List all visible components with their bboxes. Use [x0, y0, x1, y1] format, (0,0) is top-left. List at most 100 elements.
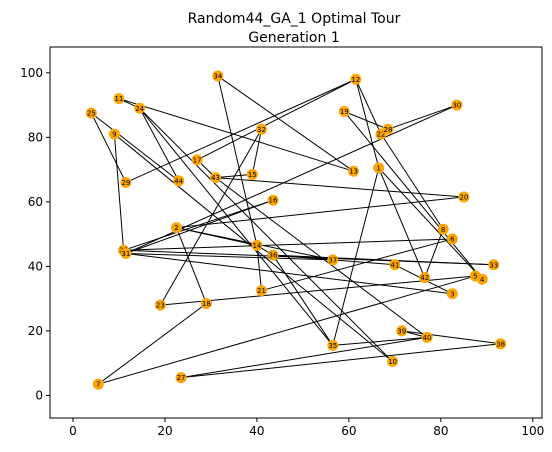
- city-label-4: 4: [480, 276, 485, 284]
- tour-edge-43-15: [215, 173, 253, 179]
- tour-edge-22-8: [380, 133, 444, 230]
- tour-edge-43-40: [215, 177, 428, 338]
- city-label-5: 5: [473, 273, 477, 281]
- city-label-35: 35: [328, 342, 337, 350]
- city-label-22: 22: [377, 131, 386, 139]
- tour-edge-30-28: [387, 104, 458, 130]
- city-label-30: 30: [452, 102, 461, 110]
- city-point-41: [389, 259, 401, 271]
- tour-edge-4-1: [378, 167, 483, 280]
- city-label-39: 39: [397, 327, 406, 335]
- city-point-36: [267, 249, 279, 261]
- tour-edge-35-36: [272, 254, 334, 346]
- city-label-24: 24: [135, 105, 144, 113]
- city-point-11: [113, 93, 125, 105]
- city-point-27: [175, 372, 187, 384]
- x-tick-label-20: 20: [157, 424, 172, 438]
- city-point-42: [419, 272, 431, 284]
- city-point-37: [327, 254, 339, 266]
- tour-edge-38-27: [180, 343, 501, 379]
- city-label-25: 25: [87, 110, 96, 118]
- y-tick-label-40: 40: [28, 259, 43, 273]
- city-point-39: [396, 325, 408, 337]
- city-point-15: [246, 168, 258, 180]
- x-tick-label-60: 60: [341, 424, 356, 438]
- city-label-3: 3: [450, 290, 454, 298]
- city-point-13: [347, 165, 359, 177]
- city-label-31: 31: [121, 250, 130, 258]
- tour-edge-3-31: [125, 252, 453, 295]
- city-label-6: 6: [450, 235, 455, 243]
- tour-edge-18-2: [175, 227, 207, 304]
- city-point-30: [451, 99, 463, 111]
- tour-edge-44-25: [91, 112, 180, 182]
- city-point-17: [191, 154, 203, 166]
- city-point-9: [108, 128, 120, 140]
- tour-edges: [90, 75, 501, 385]
- city-label-1: 1: [377, 164, 381, 172]
- city-label-20: 20: [459, 194, 468, 202]
- city-label-34: 34: [213, 73, 222, 81]
- tour-edge-6-26: [123, 238, 453, 251]
- x-tick-label-0: 0: [69, 424, 77, 438]
- x-tick-label-80: 80: [433, 424, 448, 438]
- city-label-12: 12: [351, 76, 360, 84]
- city-label-43: 43: [211, 174, 220, 182]
- city-label-10: 10: [388, 358, 397, 366]
- tour-edge-12-22: [355, 79, 382, 135]
- chart-title-line2: Generation 1: [248, 30, 339, 46]
- city-point-10: [387, 356, 399, 368]
- city-point-12: [350, 73, 362, 85]
- city-point-23: [154, 299, 166, 311]
- tour-edge-5-7: [98, 275, 476, 385]
- city-label-17: 17: [193, 156, 202, 164]
- city-label-40: 40: [423, 334, 432, 342]
- tour-edge-40-35: [332, 336, 428, 346]
- city-point-16: [267, 194, 279, 206]
- city-label-19: 19: [340, 108, 349, 116]
- y-tick-label-0: 0: [35, 388, 43, 402]
- city-point-21: [256, 285, 268, 297]
- tour-edge-34-13: [217, 75, 354, 172]
- city-point-3: [446, 288, 458, 300]
- city-label-14: 14: [252, 242, 261, 250]
- city-label-21: 21: [257, 287, 266, 295]
- city-point-5: [469, 270, 481, 282]
- city-label-37: 37: [328, 256, 337, 264]
- city-point-25: [85, 107, 97, 119]
- tour-edge-19-4: [343, 111, 483, 280]
- tour-edge-1-35: [332, 167, 380, 346]
- plot-frame: [49, 46, 543, 419]
- city-point-18: [200, 297, 212, 309]
- city-label-42: 42: [420, 274, 429, 282]
- tour-edge-15-32: [251, 129, 263, 175]
- tour-edge-21-6: [261, 238, 453, 292]
- tour-edge-27-40: [180, 336, 428, 379]
- city-label-13: 13: [349, 168, 358, 176]
- city-label-15: 15: [248, 171, 257, 179]
- city-point-2: [170, 222, 182, 234]
- city-point-28: [382, 123, 394, 135]
- city-label-16: 16: [269, 197, 278, 205]
- city-label-36: 36: [269, 252, 278, 260]
- city-label-2: 2: [174, 224, 178, 232]
- city-label-32: 32: [257, 126, 266, 134]
- city-point-7: [92, 378, 104, 390]
- city-point-35: [327, 339, 339, 351]
- city-point-31: [120, 247, 132, 259]
- city-label-44: 44: [174, 177, 183, 185]
- tour-edge-12-17: [196, 78, 357, 161]
- city-label-8: 8: [441, 226, 445, 234]
- city-point-43: [210, 172, 222, 184]
- city-label-11: 11: [115, 95, 124, 103]
- tour-edge-39-38: [401, 330, 501, 345]
- city-point-38: [495, 338, 507, 350]
- axes: 0 20 40 60 80 100 0 20 40 60 80 100: [20, 46, 544, 438]
- tour-edge-20-43: [215, 177, 464, 198]
- tour-edge-9-26: [113, 134, 125, 251]
- city-point-19: [338, 106, 350, 118]
- tour-edge-25-29: [90, 112, 127, 183]
- city-point-40: [421, 331, 433, 343]
- tour-edge-14-34: [217, 75, 258, 246]
